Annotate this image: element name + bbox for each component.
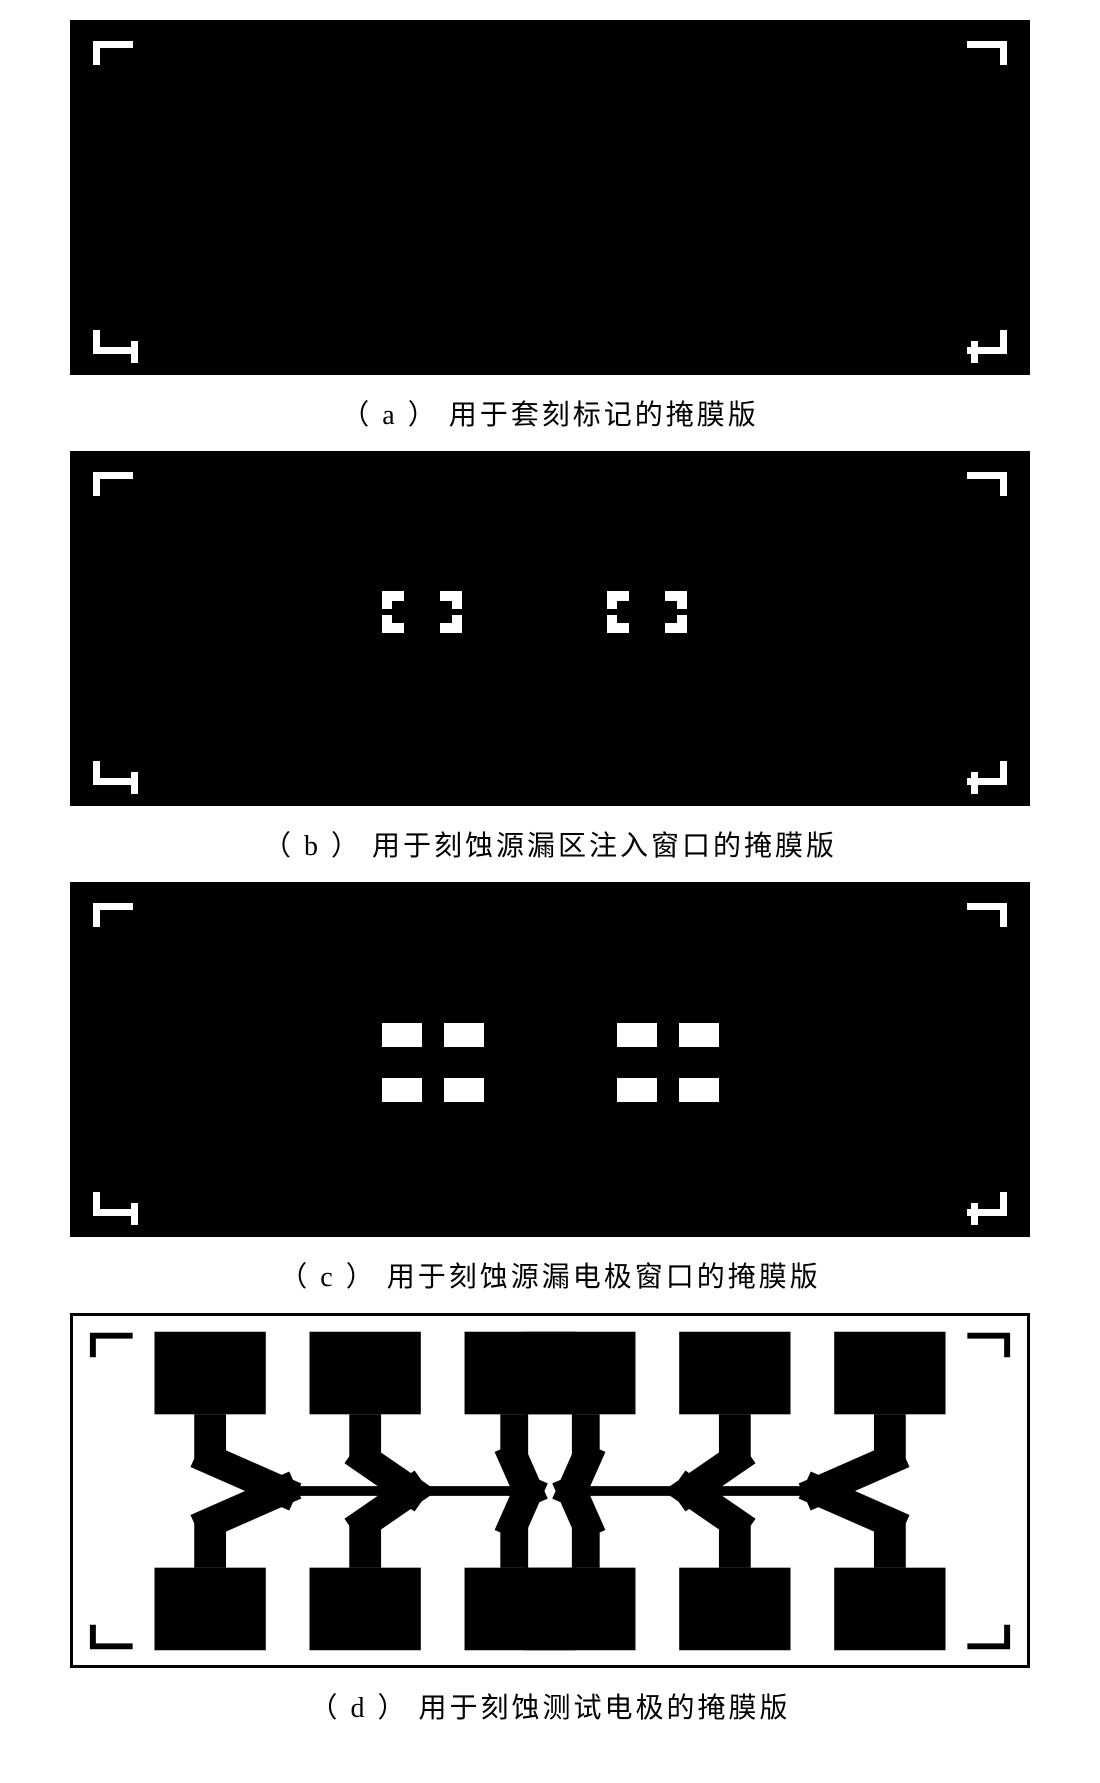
rect-g2-r2c1 [617, 1078, 657, 1102]
panel-c: （ c ） 用于刻蚀源漏电极窗口的掩膜版 [30, 882, 1070, 1295]
rect-g2-r1c1 [617, 1023, 657, 1047]
tick-bl [131, 772, 138, 794]
caption-b: （ b ） 用于刻蚀源漏区注入窗口的掩膜版 [30, 824, 1070, 864]
caption-c: （ c ） 用于刻蚀源漏电极窗口的掩膜版 [30, 1255, 1070, 1295]
panel-d: （ d ） 用于刻蚀测试电极的掩膜版 [30, 1313, 1070, 1726]
caption-d: （ d ） 用于刻蚀测试电极的掩膜版 [30, 1686, 1070, 1726]
rect-g2-r2c2 [679, 1078, 719, 1102]
tick-br [971, 1203, 978, 1225]
mask-a-box [70, 20, 1030, 375]
panel-a: （ a ） 用于套刻标记的掩膜版 [30, 20, 1070, 433]
rect-g1-r1c1 [382, 1023, 422, 1047]
tick-br [971, 341, 978, 363]
rect-g2-r1c2 [679, 1023, 719, 1047]
mask-d-box [70, 1313, 1030, 1668]
tick-bl [131, 341, 138, 363]
rect-g1-r2c2 [444, 1078, 484, 1102]
rect-g1-r1c2 [444, 1023, 484, 1047]
rect-g1-r2c1 [382, 1078, 422, 1102]
tick-br [971, 772, 978, 794]
panel-b: （ b ） 用于刻蚀源漏区注入窗口的掩膜版 [30, 451, 1070, 864]
electrode-routing-svg [73, 1316, 1027, 1665]
tick-bl [131, 1203, 138, 1225]
mask-b-box [70, 451, 1030, 806]
mask-c-box [70, 882, 1030, 1237]
caption-a: （ a ） 用于套刻标记的掩膜版 [30, 393, 1070, 433]
